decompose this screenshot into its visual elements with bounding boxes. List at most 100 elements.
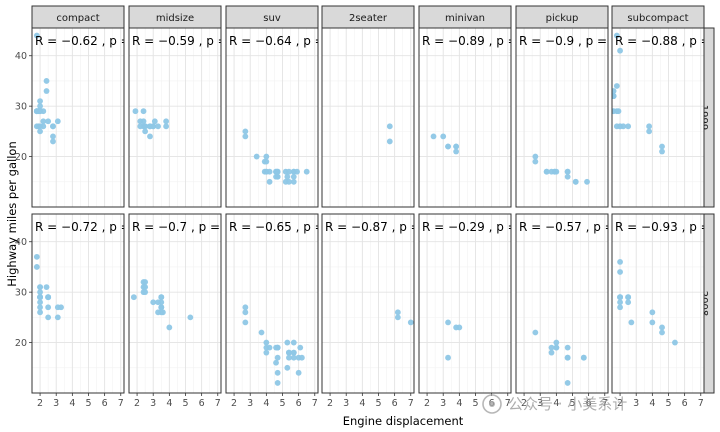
- data-points: [532, 329, 587, 386]
- panel-compact-2008: R = −0.72 , p = 0: [31, 213, 125, 394]
- panel-border: [515, 213, 609, 394]
- correlation-annotation-clip: R = −0.57 , p = 0: [519, 220, 608, 234]
- data-point: [625, 294, 632, 301]
- data-points: [130, 279, 194, 331]
- data-point: [273, 359, 279, 366]
- data-point: [612, 88, 617, 94]
- data-point: [142, 128, 149, 135]
- correlation-annotation: R = −0.64 , p = 2: [229, 34, 336, 48]
- data-point: [617, 259, 623, 265]
- x-tick-label: 2: [521, 398, 527, 409]
- x-tick-label: 6: [199, 398, 205, 409]
- panel-border: [128, 213, 222, 394]
- data-points: [394, 309, 414, 326]
- data-point: [548, 349, 555, 356]
- data-point: [286, 178, 292, 185]
- data-point: [617, 47, 623, 54]
- data-point: [142, 289, 149, 296]
- x-tick-label: 5: [279, 398, 285, 409]
- x-tick-label: 7: [118, 398, 124, 409]
- data-point: [613, 83, 620, 89]
- x-tick-label: 7: [698, 398, 704, 409]
- panel-compact-1999: R = −0.62 , p = 0: [31, 27, 125, 208]
- data-point: [617, 294, 623, 301]
- data-point: [564, 344, 571, 351]
- x-tick-label: 2: [134, 398, 140, 409]
- x-tick-label: 5: [665, 398, 671, 409]
- data-point: [613, 32, 620, 39]
- panel-suv-1999: R = −0.64 , p = 2: [225, 27, 336, 208]
- data-point: [625, 299, 632, 306]
- panel-midsize-2008: R = −0.7 , p = 0.0: [128, 213, 222, 394]
- data-point: [553, 344, 560, 351]
- data-point: [274, 369, 281, 376]
- data-point: [130, 294, 137, 301]
- x-tick-label: 6: [682, 398, 688, 409]
- data-point: [45, 294, 52, 301]
- facet-strip-suv: suv: [225, 5, 319, 29]
- correlation-annotation-clip: R = −0.7 , p = 0.0: [132, 220, 221, 234]
- data-point: [50, 123, 56, 130]
- x-tick-label: 3: [53, 398, 59, 409]
- data-point: [584, 178, 590, 185]
- data-point: [274, 354, 281, 361]
- data-point: [659, 148, 665, 155]
- data-point: [40, 118, 47, 125]
- panel-border: [31, 27, 125, 208]
- x-tick-label: 4: [69, 398, 75, 409]
- facet-strip-label: suv: [263, 13, 281, 24]
- data-point: [263, 349, 270, 356]
- watermark-text: 公众号 · 小美系计: [508, 395, 627, 413]
- data-point: [33, 264, 40, 270]
- x-tick-label: 5: [85, 398, 91, 409]
- data-point: [37, 123, 43, 130]
- facet-strip-label: 2seater: [349, 13, 388, 24]
- data-points: [612, 32, 665, 155]
- data-point: [580, 354, 587, 361]
- data-points: [33, 253, 64, 321]
- data-point: [242, 304, 249, 311]
- panel-subcompact-1999: R = −0.88 , p = 8: [611, 27, 705, 208]
- data-point: [613, 123, 620, 130]
- y-axis-title: Highway miles per gallon: [5, 141, 19, 286]
- data-points: [430, 133, 460, 155]
- x-tick-label: 3: [247, 398, 253, 409]
- data-points: [132, 108, 170, 140]
- data-point: [625, 123, 632, 130]
- data-point: [564, 380, 571, 386]
- data-point: [553, 168, 560, 175]
- x-tick-label: 5: [472, 398, 478, 409]
- x-tick-label: 4: [553, 398, 559, 409]
- data-point: [155, 123, 161, 130]
- data-point: [298, 354, 305, 361]
- data-point: [274, 168, 281, 175]
- data-point: [147, 133, 153, 140]
- data-point: [242, 128, 249, 135]
- data-point: [50, 133, 56, 140]
- x-tick-label: 3: [537, 398, 543, 409]
- data-point: [33, 32, 40, 39]
- data-point: [37, 128, 43, 135]
- x-tick-label: 6: [586, 398, 592, 409]
- data-point: [54, 118, 61, 125]
- data-point: [274, 344, 281, 351]
- data-point: [37, 299, 43, 306]
- data-point: [649, 309, 656, 316]
- x-tick-label: 7: [602, 398, 608, 409]
- data-point: [37, 103, 43, 110]
- data-point: [140, 108, 147, 115]
- x-tick-label: 4: [649, 398, 655, 409]
- data-point: [659, 329, 665, 336]
- correlation-annotation: R = −0.93 , p = 1: [615, 220, 720, 234]
- data-point: [266, 344, 273, 351]
- data-point: [394, 309, 401, 316]
- data-point: [294, 168, 300, 175]
- data-point: [45, 304, 52, 311]
- facet-strip-compact: compact: [31, 5, 125, 29]
- panel-border: [321, 27, 415, 208]
